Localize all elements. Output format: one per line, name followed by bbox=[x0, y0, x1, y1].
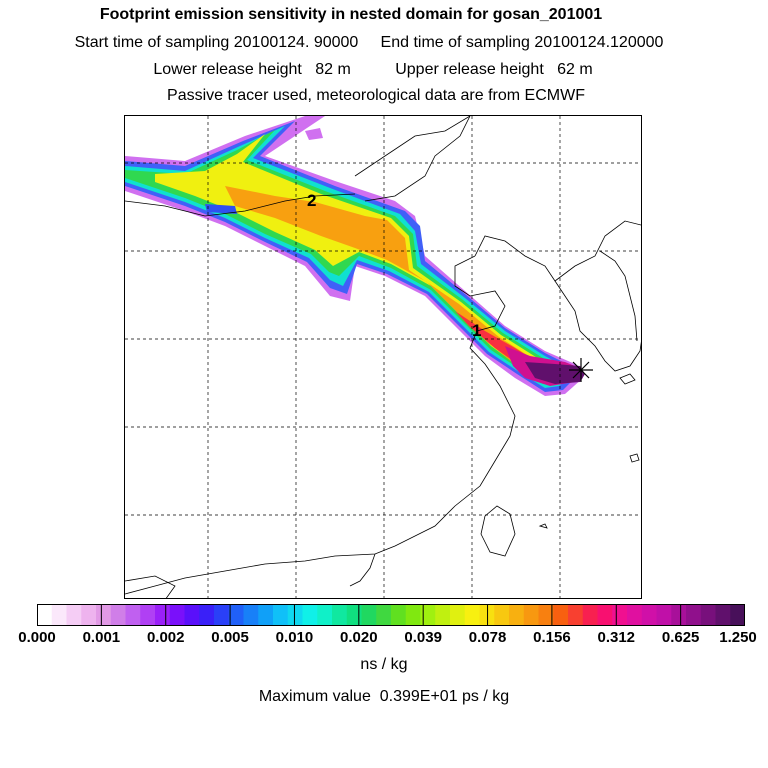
release-height-line: Lower release height 82 m Upper release … bbox=[153, 61, 593, 78]
plume-layers bbox=[125, 116, 585, 396]
colorbar-cell bbox=[686, 604, 702, 626]
colorbar-cell bbox=[376, 604, 392, 626]
colorbar-cell bbox=[464, 604, 480, 626]
colorbar-cell bbox=[317, 604, 333, 626]
colorbar-tick-label: 0.625 bbox=[661, 629, 700, 646]
colorbar-cell bbox=[730, 604, 745, 626]
colorbar-cell bbox=[523, 604, 539, 626]
colorbar-cell bbox=[228, 604, 244, 626]
colorbar-cell bbox=[612, 604, 628, 626]
gridlines bbox=[125, 116, 641, 598]
colorbar-cell bbox=[405, 604, 421, 626]
colorbar-cell bbox=[155, 604, 171, 626]
colorbar-tick-label: 0.010 bbox=[275, 629, 314, 646]
colorbar-cell bbox=[597, 604, 613, 626]
colorbar-cell bbox=[627, 604, 643, 626]
colorbar-cell bbox=[509, 604, 525, 626]
colorbar-cell bbox=[568, 604, 584, 626]
colorbar-cells bbox=[37, 604, 745, 626]
colorbar-cell bbox=[656, 604, 672, 626]
colorbar-cell bbox=[641, 604, 657, 626]
colorbar-tick-label: 0.078 bbox=[468, 629, 507, 646]
colorbar-cell bbox=[243, 604, 259, 626]
colorbar-cell bbox=[420, 604, 436, 626]
colorbar-cell bbox=[214, 604, 230, 626]
tracer-info-line: Passive tracer used, meteorological data… bbox=[167, 87, 585, 104]
sampling-time-line: Start time of sampling 20100124. 90000 E… bbox=[74, 34, 664, 51]
colorbar-tick-label: 0.156 bbox=[533, 629, 571, 646]
colorbar-cell bbox=[553, 604, 569, 626]
colorbar-tick-label: 0.002 bbox=[146, 629, 185, 646]
colorbar-dividers bbox=[100, 604, 682, 626]
colorbar-cell bbox=[110, 604, 126, 626]
colorbar-tick-label: 0.020 bbox=[340, 629, 378, 646]
colorbar-cell bbox=[302, 604, 318, 626]
colorbar-cell bbox=[700, 604, 716, 626]
colorbar-tick-label: 0.001 bbox=[82, 629, 121, 646]
star-cross-icon bbox=[569, 358, 593, 382]
colorbar-cell bbox=[346, 604, 362, 626]
colorbar-cell bbox=[671, 604, 687, 626]
colorbar-tick-label: 0.312 bbox=[597, 629, 636, 646]
colorbar-cell bbox=[258, 604, 274, 626]
colorbar-cell bbox=[199, 604, 215, 626]
colorbar-cell bbox=[287, 604, 303, 626]
colorbar-cell bbox=[273, 604, 289, 626]
plot-title: Footprint emission sensitivity in nested… bbox=[99, 6, 603, 23]
colorbar-tick-label: 0.000 bbox=[18, 629, 56, 646]
colorbar-cell bbox=[494, 604, 510, 626]
colorbar-cell bbox=[96, 604, 112, 626]
map-canvas: 1 2 bbox=[125, 116, 641, 598]
colorbar-tick-label: 0.039 bbox=[404, 629, 442, 646]
colorbar-cell bbox=[332, 604, 348, 626]
colorbar-cell bbox=[125, 604, 141, 626]
colorbar-cell bbox=[37, 604, 53, 626]
coastlines bbox=[125, 116, 641, 598]
colorbar-cell bbox=[450, 604, 466, 626]
colorbar-cell bbox=[538, 604, 554, 626]
trajectory-marker-1: 1 bbox=[472, 321, 481, 340]
colorbar-cell bbox=[140, 604, 156, 626]
colorbar-cell bbox=[81, 604, 97, 626]
plume-spot-blue bbox=[205, 204, 237, 214]
plume-core bbox=[525, 362, 585, 384]
colorbar bbox=[37, 604, 745, 626]
colorbar-cell bbox=[435, 604, 451, 626]
colorbar-tick-label: 1.250 bbox=[719, 629, 757, 646]
footprint-map: 1 2 bbox=[124, 115, 642, 599]
colorbar-frame bbox=[37, 604, 745, 626]
colorbar-cell bbox=[391, 604, 407, 626]
maximum-value-text: Maximum value 0.399E+01 ps / kg bbox=[258, 688, 510, 705]
colorbar-cell bbox=[582, 604, 598, 626]
colorbar-cell bbox=[361, 604, 377, 626]
colorbar-cell bbox=[66, 604, 82, 626]
trajectory-marker-2: 2 bbox=[307, 191, 316, 210]
colorbar-cell bbox=[715, 604, 731, 626]
colorbar-tick-label: 0.005 bbox=[211, 629, 249, 646]
colorbar-units: ns / kg bbox=[360, 656, 408, 673]
colorbar-cell bbox=[51, 604, 67, 626]
colorbar-cell bbox=[184, 604, 200, 626]
colorbar-cell bbox=[169, 604, 185, 626]
plume-spot-purple bbox=[305, 128, 323, 140]
